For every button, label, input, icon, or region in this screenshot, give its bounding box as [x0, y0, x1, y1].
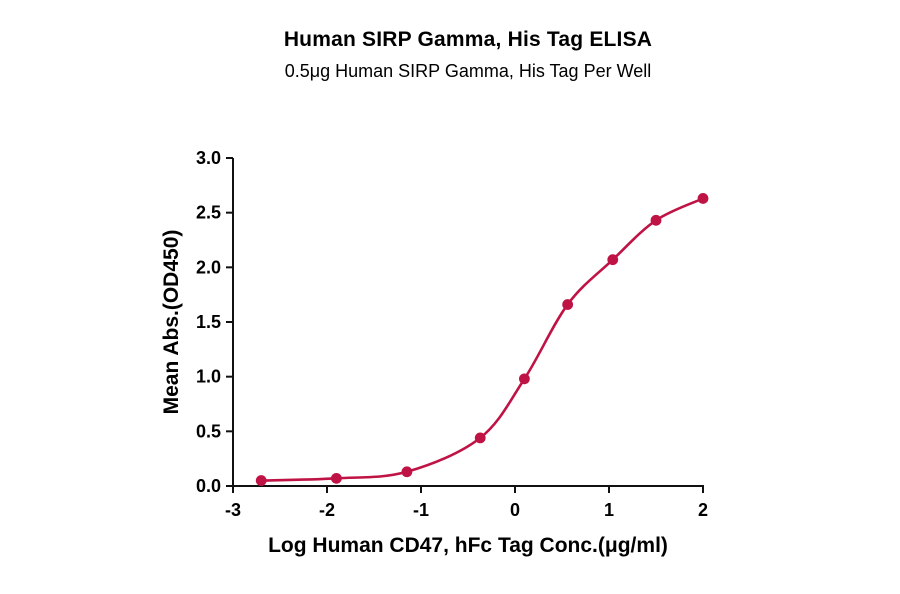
y-tick-label: 2.5: [196, 203, 221, 223]
x-axis-label: Log Human CD47, hFc Tag Conc.(μg/ml): [268, 534, 668, 557]
y-tick-label: 1.5: [196, 312, 221, 332]
chart-title: Human SIRP Gamma, His Tag ELISA: [283, 28, 653, 51]
y-tick-label: 1.0: [196, 367, 221, 387]
y-tick-label: 0.0: [196, 476, 221, 496]
data-point-marker: [562, 299, 574, 310]
data-point-marker: [474, 432, 486, 444]
x-tick-label: -3: [225, 500, 241, 520]
data-point-marker: [607, 254, 619, 266]
x-tick-label: -2: [319, 500, 335, 520]
y-tick-label: 0.5: [196, 421, 221, 441]
x-tick-label: 0: [510, 500, 520, 520]
y-tick-label: 2.0: [196, 257, 221, 277]
x-tick-label: 1: [604, 500, 614, 520]
y-tick-label: 3.0: [196, 148, 221, 168]
data-point-marker: [401, 466, 413, 478]
x-tick-label: 2: [698, 500, 708, 520]
data-point-marker: [255, 475, 267, 486]
data-point-marker: [697, 193, 709, 204]
chart-subtitle: 0.5μg Human SIRP Gamma, His Tag Per Well: [284, 61, 652, 81]
data-point-marker: [331, 472, 342, 484]
data-point-marker: [519, 373, 530, 385]
data-point-marker: [650, 214, 662, 226]
x-tick-label: -1: [413, 500, 429, 520]
